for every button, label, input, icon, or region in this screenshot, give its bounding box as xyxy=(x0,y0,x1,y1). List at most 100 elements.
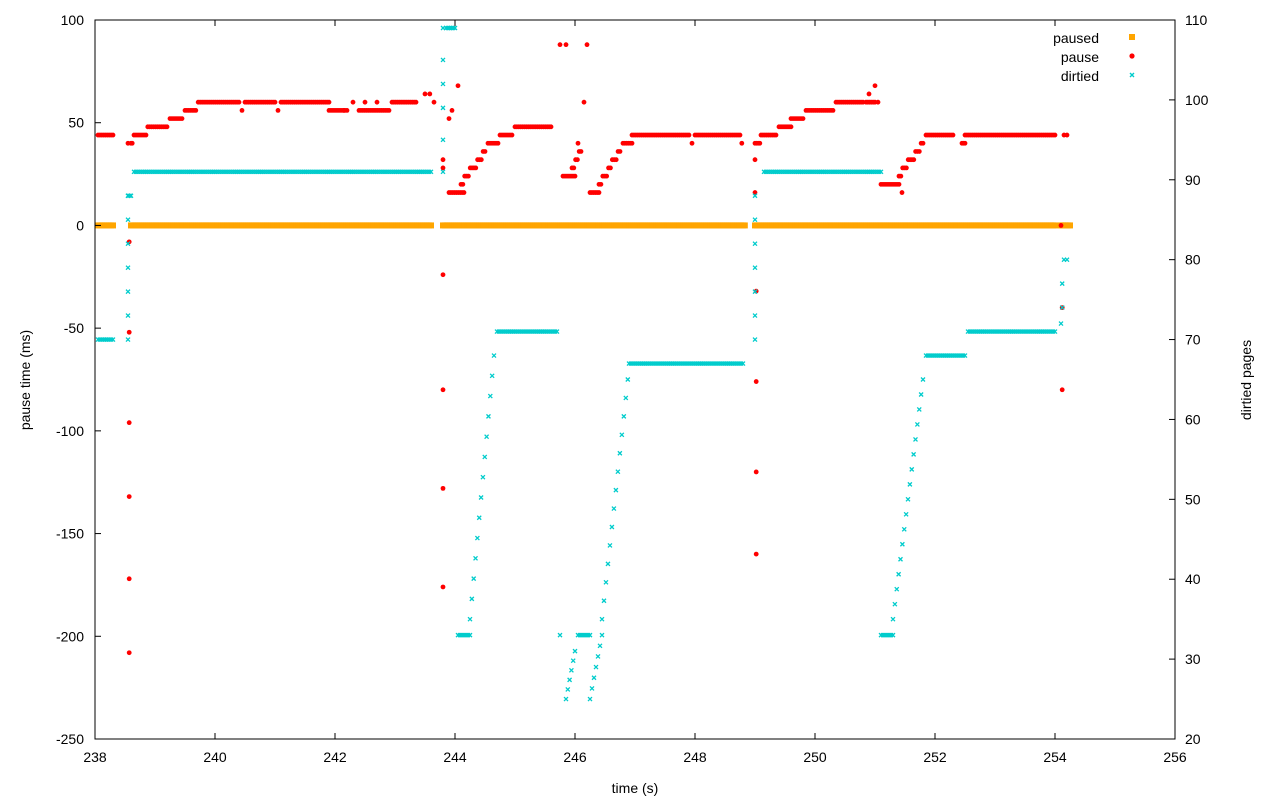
dirtied-point xyxy=(617,450,623,456)
legend-label-paused: paused xyxy=(1053,30,1099,46)
x-tick-label: 250 xyxy=(803,749,827,765)
dirtied-point xyxy=(440,25,446,31)
pause-point xyxy=(461,190,467,195)
dirtied-point xyxy=(892,601,898,607)
pause-point xyxy=(193,107,199,113)
dirtied-point xyxy=(489,373,495,379)
dirtied-point xyxy=(613,487,619,493)
pause-point xyxy=(465,173,471,179)
dirtied-point xyxy=(440,137,446,143)
dirtied-point xyxy=(914,421,920,427)
pause-point xyxy=(129,140,135,146)
y2-axis: 20 30 40 50 60 70 80 90 100 110 xyxy=(1169,12,1209,747)
pause-point xyxy=(571,165,577,171)
dirtied-point xyxy=(486,413,491,419)
y2-tick-label: 30 xyxy=(1185,651,1201,667)
pause-point xyxy=(800,116,806,122)
pause-point xyxy=(613,157,619,163)
dirtied-point xyxy=(473,555,478,561)
dirtied-point xyxy=(878,169,884,175)
pause-point xyxy=(572,173,578,179)
dirtied-point xyxy=(752,241,758,247)
pause-point xyxy=(686,132,692,138)
pause-point xyxy=(739,140,745,146)
pause-point xyxy=(482,149,488,154)
dirtied-point xyxy=(623,395,629,401)
x-axis: 238 240 242 244 246 248 250 252 254 256 xyxy=(83,20,1187,765)
pause-point xyxy=(495,140,501,146)
pause-point xyxy=(557,42,563,48)
dirtied-point xyxy=(611,506,617,512)
pause-point xyxy=(548,124,554,130)
pause-point xyxy=(473,165,479,171)
dirtied-point xyxy=(740,361,746,366)
pause-point xyxy=(341,107,347,113)
dirtied-point xyxy=(563,696,569,702)
pause-point xyxy=(752,157,758,163)
pause-point xyxy=(427,91,433,97)
dirtied-point xyxy=(962,353,968,358)
legend-marker-dirtied xyxy=(1129,72,1135,78)
dirtied-point xyxy=(905,496,911,502)
pause-point xyxy=(179,116,185,122)
pause-point xyxy=(1052,132,1058,138)
y2-tick-label: 20 xyxy=(1185,731,1201,747)
y-tick-label: 100 xyxy=(61,12,85,28)
dirtied-point xyxy=(1059,281,1065,287)
dirtied-point xyxy=(899,541,905,547)
dirtied-point xyxy=(901,526,907,532)
y-axis-title: pause time (ms) xyxy=(17,330,33,430)
dirtied-point xyxy=(916,406,922,412)
pause-point xyxy=(126,494,132,499)
dirtied-point xyxy=(903,511,909,517)
pause-point xyxy=(275,107,281,113)
dirtied-point xyxy=(1052,329,1058,335)
dirtied-point xyxy=(898,556,903,562)
y2-tick-label: 50 xyxy=(1185,491,1201,507)
dirtied-point xyxy=(440,169,446,175)
pause-point xyxy=(431,99,437,105)
dirtied-point xyxy=(471,576,477,582)
pause-point xyxy=(737,132,743,138)
dirtied-point xyxy=(587,696,593,702)
legend: paused pause dirtied xyxy=(1053,30,1135,84)
dirtied-point xyxy=(913,436,918,442)
dirtied-point xyxy=(894,586,900,592)
dirtied-point xyxy=(482,454,488,460)
x-tick-label: 244 xyxy=(443,749,467,765)
pause-point xyxy=(350,99,356,105)
pause-point xyxy=(326,99,332,105)
pause-point xyxy=(1059,387,1065,393)
paused-point xyxy=(1052,222,1058,229)
dirtied-point xyxy=(474,535,480,541)
dirtied-point xyxy=(440,105,446,111)
pause-point xyxy=(440,485,446,491)
x-tick-label: 254 xyxy=(1043,749,1067,765)
dirtied-point xyxy=(467,632,473,638)
pause-point xyxy=(386,107,392,113)
dirtied-point xyxy=(1064,257,1070,263)
paused-point xyxy=(428,222,434,229)
pause-point xyxy=(788,124,794,130)
pause-point xyxy=(689,140,695,146)
x-tick-label: 246 xyxy=(563,749,587,765)
dirtied-point xyxy=(125,313,131,319)
x-tick-label: 248 xyxy=(683,749,707,765)
y-tick-label: -100 xyxy=(56,423,84,439)
pause-point xyxy=(1058,223,1064,228)
pause-point xyxy=(126,576,132,582)
pause-point xyxy=(830,107,836,113)
dirtied-point xyxy=(570,658,576,664)
pause-point xyxy=(272,99,278,105)
dirtied-point xyxy=(452,25,458,31)
dirtied-point xyxy=(605,561,611,567)
pause-point xyxy=(126,420,132,426)
dirtied-point xyxy=(1059,305,1065,311)
dirtied-point xyxy=(125,289,131,295)
pause-point xyxy=(753,379,759,384)
dirtied-point xyxy=(920,377,926,382)
paused-point xyxy=(1067,222,1073,229)
dirtied-point xyxy=(480,474,486,480)
pause-point xyxy=(440,157,446,163)
